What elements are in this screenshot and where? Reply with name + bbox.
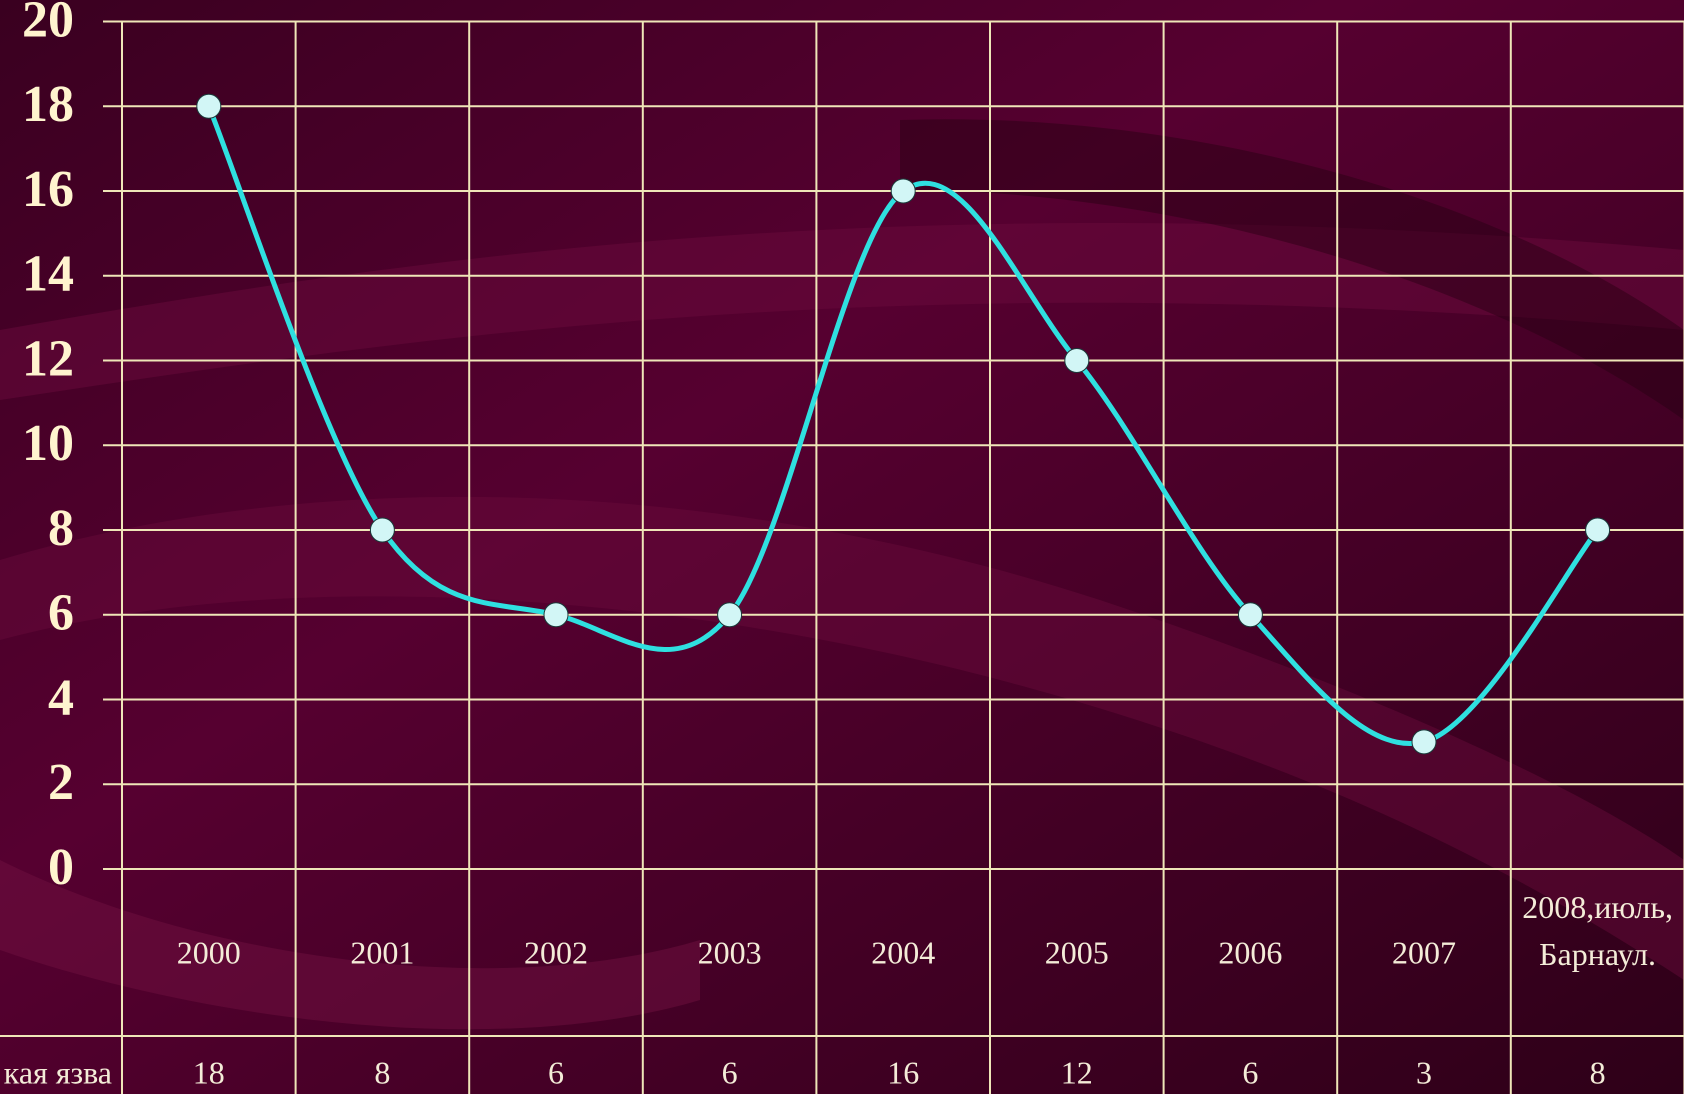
x-tick-label-box: 2008,июль,Барнаул. [1522, 889, 1673, 972]
x-tick-label: 2003 [698, 934, 762, 970]
table-value: 16 [887, 1054, 919, 1090]
table-value: 6 [722, 1054, 738, 1090]
y-tick-label: 2 [48, 754, 74, 811]
y-tick-label: 20 [22, 0, 74, 48]
y-tick-label: 8 [48, 500, 74, 557]
y-tick-label: 0 [48, 839, 74, 896]
decor [0, 222, 1684, 400]
table-value: 3 [1416, 1054, 1432, 1090]
table-row-label: кая язва [4, 1054, 112, 1090]
data-point [1411, 729, 1437, 755]
table-value: 12 [1061, 1054, 1093, 1090]
decor [0, 860, 700, 1030]
x-tick-label: 2004 [871, 934, 935, 970]
data-point [1237, 602, 1263, 628]
x-tick-label: 2000 [177, 934, 241, 970]
data-point [1064, 348, 1090, 373]
data-point [717, 602, 743, 628]
y-tick-label: 14 [22, 246, 74, 303]
table-value: 8 [1590, 1054, 1606, 1090]
decor [0, 496, 1684, 980]
x-tick-label: 2008,июль,Барнаул. [1522, 889, 1673, 972]
y-tick-label: 4 [48, 669, 74, 726]
x-tick-label: 2006 [1218, 934, 1282, 970]
table-value: 6 [548, 1054, 564, 1090]
series-line [206, 105, 1600, 746]
x-tick-label: 2001 [350, 934, 414, 970]
data-point [369, 517, 395, 543]
data-point [890, 178, 916, 204]
table-value: 18 [193, 1054, 225, 1090]
x-tick-label: 2007 [1392, 934, 1456, 970]
y-tick-label: 18 [22, 76, 74, 133]
y-tick-label: 12 [22, 330, 74, 387]
y-tick-label: 16 [22, 161, 74, 218]
y-tick-label: 6 [48, 585, 74, 642]
data-point [196, 93, 222, 119]
x-tick-label: 2002 [524, 934, 588, 970]
decor [900, 119, 1684, 421]
y-tick-label: 10 [22, 415, 74, 472]
data-point [543, 602, 569, 628]
x-tick-label: 2005 [1045, 934, 1109, 970]
data-point [1585, 517, 1611, 543]
table-value: 8 [374, 1054, 390, 1090]
table-value: 6 [1242, 1054, 1258, 1090]
